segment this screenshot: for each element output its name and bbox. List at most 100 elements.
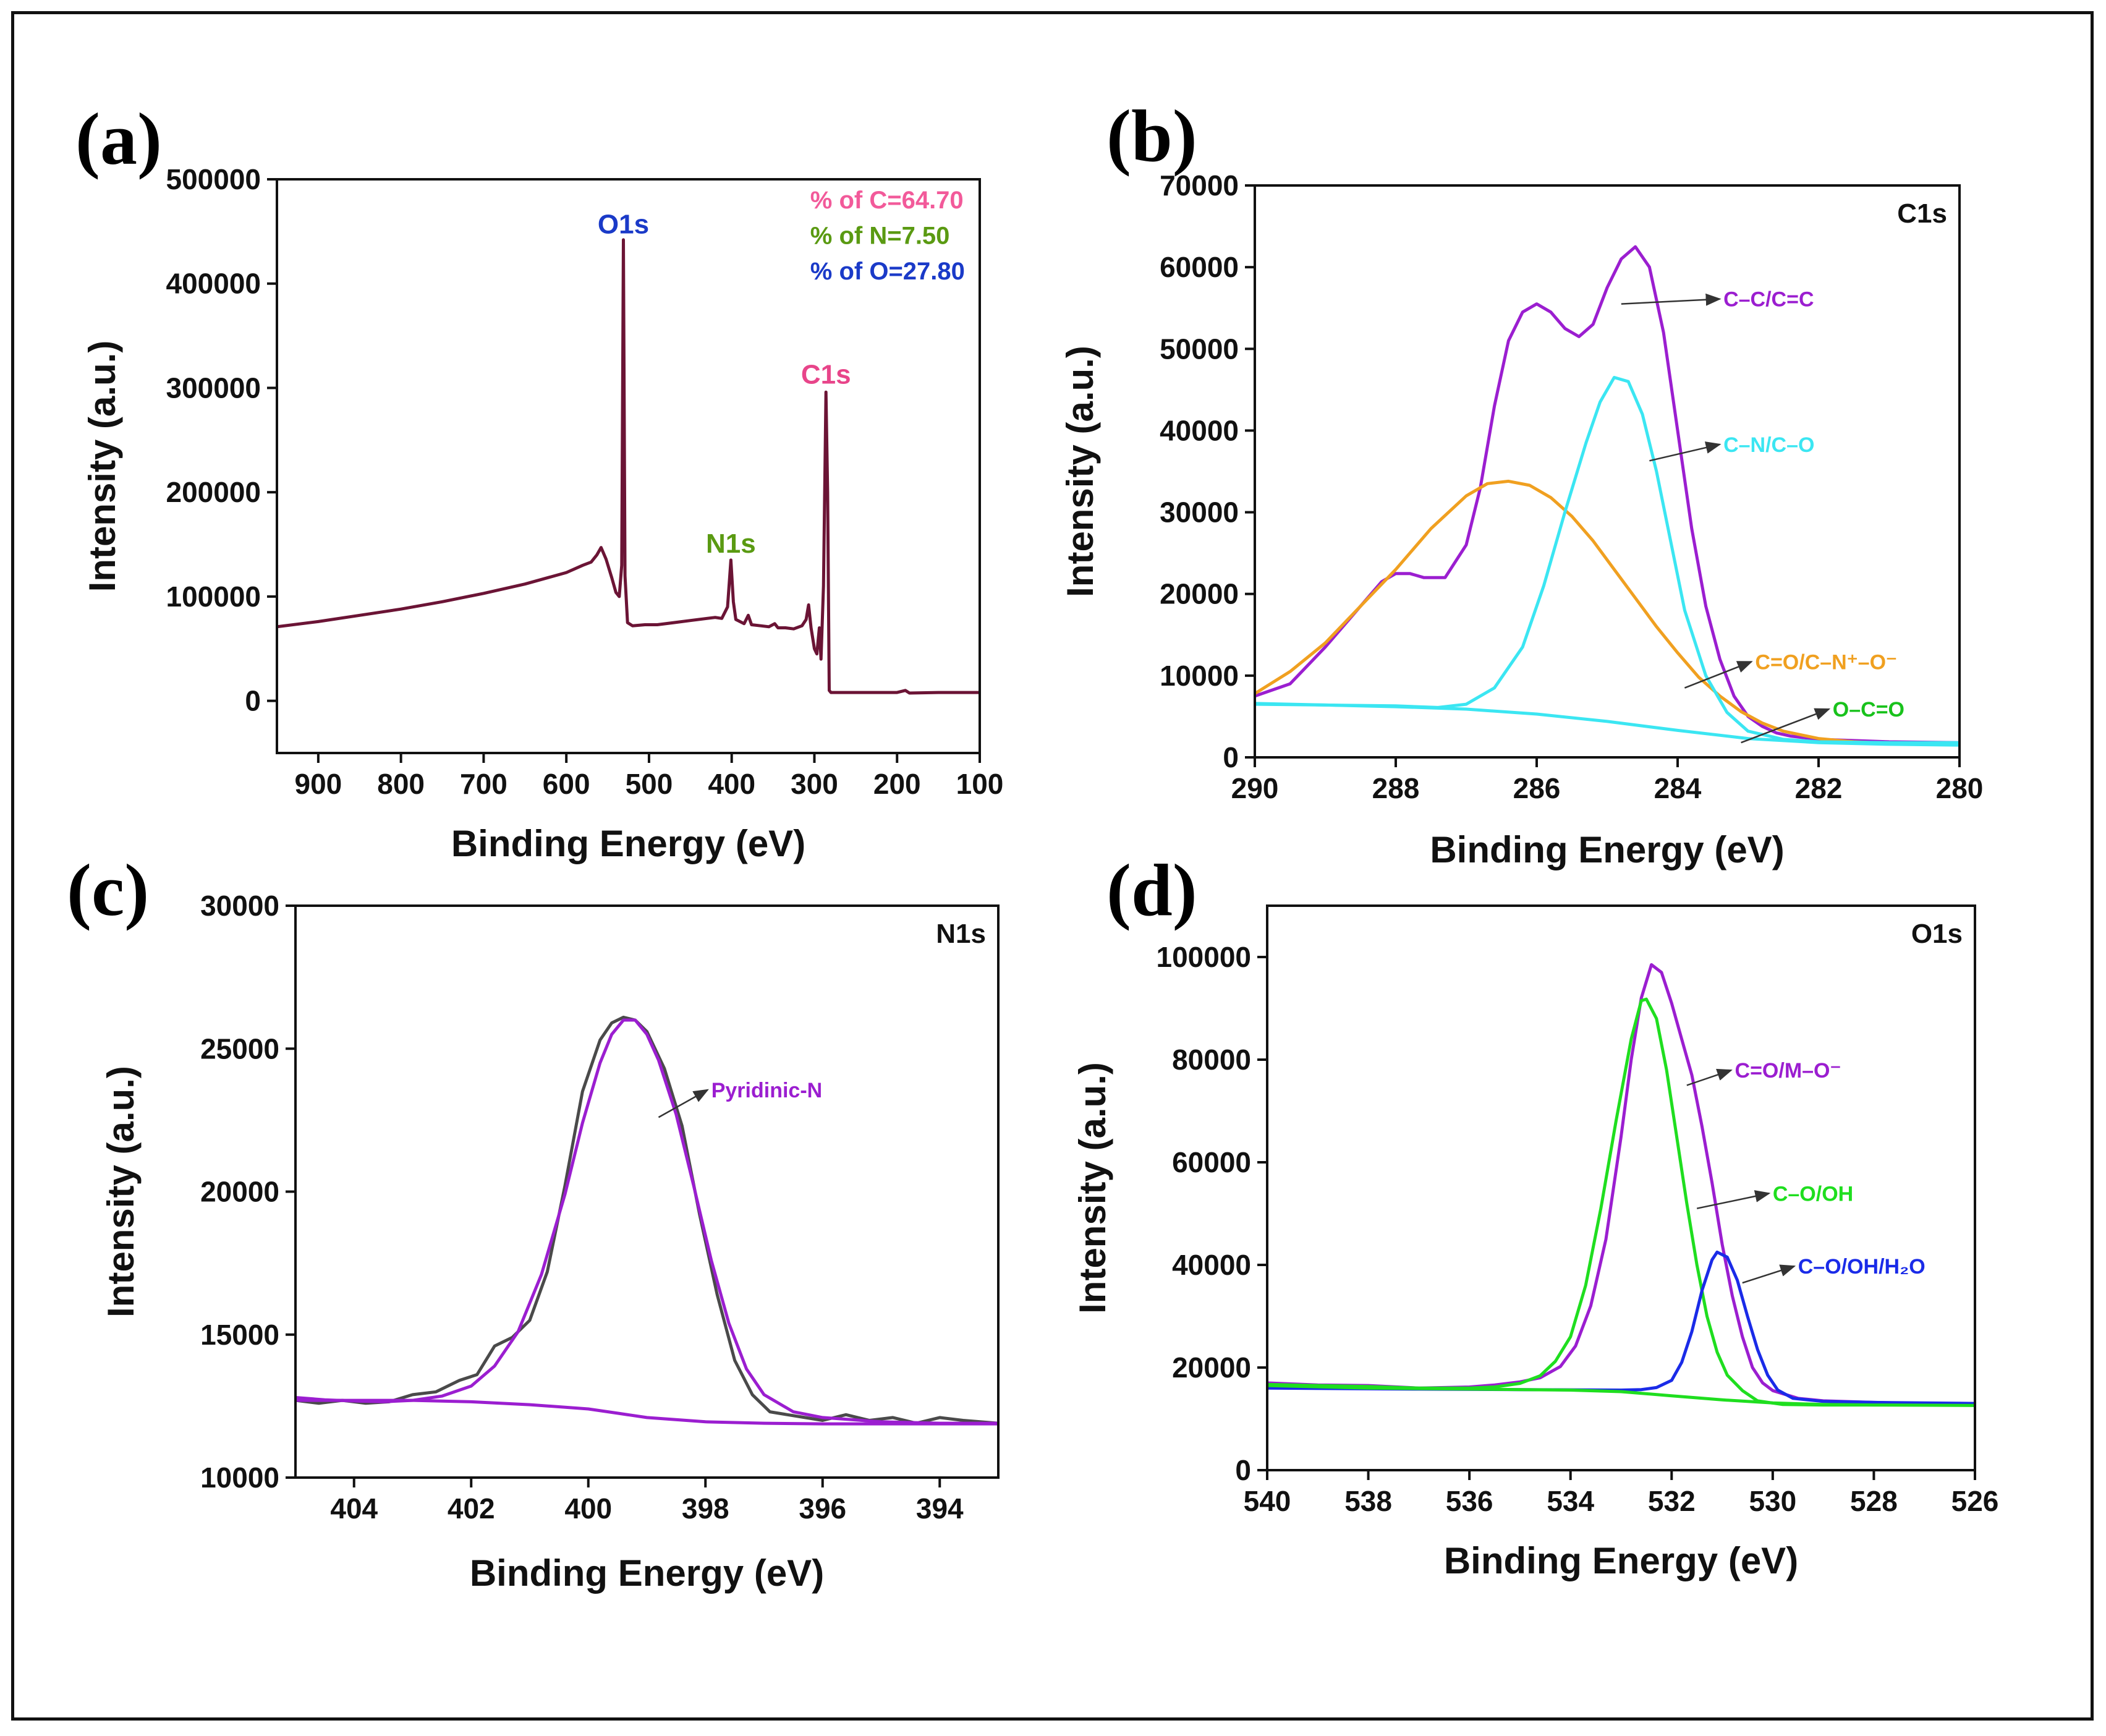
x-tick-label: 700 [460,768,507,800]
series-line-c-2 [295,1398,998,1426]
annotation-label: C–O/OH [1773,1182,1853,1206]
annotation-label: C–C/C=C [1723,288,1814,312]
figure-frame [11,11,2094,1721]
annotation-label: C–N/C–O [1723,433,1814,457]
x-tick-label: 526 [1951,1485,1999,1517]
series-line-b-2 [1255,376,1960,744]
x-tick-label: 280 [1936,772,1984,804]
series-line-d-1 [1267,997,1975,1407]
y-tick-label: 25000 [200,1032,279,1065]
annotation-arrow [1621,293,1722,306]
corner-label: N1s [936,919,986,949]
panel-a: 900 800 700 600 500 400 300 200 100 0 100000 200000… [75,98,1003,864]
panel-b: 290 288 286 284 282 280 0 10000 20000 30000 40000 5… [1059,95,1983,870]
y-tick-label: 10000 [1160,660,1239,692]
x-tick-label: 288 [1372,772,1420,804]
series-line-d-0 [1267,963,1975,1405]
annotation-label: C=O/M–O⁻ [1735,1059,1841,1083]
y-tick-label: 20000 [1172,1351,1251,1384]
annotation-arrow [1649,441,1722,462]
x-tick-label: 402 [448,1492,495,1525]
y-tick-label: 30000 [200,890,279,922]
y-tick-label: 30000 [1160,496,1239,529]
x-axis-title: Binding Energy (eV) [451,823,805,864]
x-tick-label: 530 [1749,1485,1796,1517]
y-tick-label: 20000 [200,1176,279,1208]
series-line-c-1 [295,1018,998,1425]
x-tick-label: 800 [377,768,425,800]
x-tick-label: 538 [1344,1485,1392,1517]
y-tick-label: 100000 [166,581,261,613]
x-tick-label: 300 [791,768,838,800]
y-axis-title: Intensity (a.u.) [100,1066,142,1317]
plot-frame-a [276,178,981,754]
y-tick-label: 50000 [1160,333,1239,365]
x-tick-label: 404 [330,1492,378,1525]
y-axis-title: Intensity (a.u.) [1059,346,1101,597]
y-tick-label: 20000 [1160,578,1239,610]
y-tick-label: 60000 [1160,251,1239,283]
y-tick-label: 0 [1223,741,1239,773]
annotation-label: N1s [706,529,756,559]
y-tick-label: 70000 [1160,169,1239,202]
y-tick-label: 60000 [1172,1146,1251,1178]
y-tick-label: 10000 [200,1462,279,1494]
annotation-arrow [658,1089,709,1118]
panel-letter: (d) [1106,849,1197,931]
panel-d: 540 538 536 534 532 530 528 526 0 20000 40000 60000… [1072,849,1998,1581]
panel-letter: (a) [75,98,162,180]
x-tick-label: 200 [873,768,921,800]
annotation-label: O1s [598,210,649,240]
y-tick-label: 40000 [1160,414,1239,446]
series-line-d-2 [1267,1250,1975,1405]
y-tick-label: 200000 [166,476,261,508]
y-tick-label: 0 [245,685,261,717]
y-tick-label: 400000 [166,268,261,300]
y-tick-label: 80000 [1172,1044,1251,1076]
series-line-b-1 [1255,479,1960,746]
y-axis-title: Intensity (a.u.) [1072,1062,1113,1314]
annotation-label: Pyridinic-N [711,1079,822,1102]
panel-letter: (c) [67,849,149,931]
x-axis-title: Binding Energy (eV) [1430,829,1784,870]
corner-label: O1s [1911,919,1963,949]
y-tick-label: 300000 [166,372,261,404]
x-tick-label: 536 [1446,1485,1493,1517]
x-tick-label: 398 [682,1492,729,1525]
x-axis-title: Binding Energy (eV) [1444,1540,1798,1581]
annotation-arrow [1686,1068,1733,1086]
y-tick-label: 0 [1235,1454,1251,1486]
x-tick-label: 284 [1654,772,1702,804]
x-tick-label: 528 [1850,1485,1898,1517]
plot-frame-d [1266,904,1976,1471]
annotation-label: C–O/OH/H₂O [1798,1255,1926,1279]
series-line-a-0 [277,238,980,695]
x-tick-label: 282 [1795,772,1843,804]
series-line-b-3 [1255,702,1960,747]
x-tick-label: 400 [564,1492,612,1525]
y-axis-title: Intensity (a.u.) [82,341,123,592]
panel-c: 404 402 400 398 396 394 10000 15000 20000 25000 30… [67,849,1000,1594]
x-tick-label: 290 [1231,772,1279,804]
x-tick-label: 400 [708,768,755,800]
y-tick-label: 40000 [1172,1249,1251,1281]
x-tick-label: 540 [1244,1485,1291,1517]
annotation-arrow [1741,708,1831,744]
x-tick-label: 286 [1513,772,1561,804]
x-tick-label: 600 [543,768,590,800]
y-tick-label: 15000 [200,1319,279,1351]
annotation-label: % of C=64.70 [810,187,964,214]
annotation-arrow [1742,1264,1796,1284]
annotation-label: C=O/C–N⁺–O⁻ [1755,650,1897,674]
x-tick-label: 534 [1547,1485,1594,1517]
x-tick-label: 396 [799,1492,846,1525]
x-tick-label: 394 [916,1492,964,1525]
y-tick-label: 100000 [1157,941,1252,973]
x-tick-label: 500 [626,768,673,800]
annotation-label: % of O=27.80 [810,258,965,285]
x-tick-label: 532 [1648,1485,1696,1517]
x-tick-label: 900 [295,768,342,800]
plot-frame-b [1254,184,1961,759]
